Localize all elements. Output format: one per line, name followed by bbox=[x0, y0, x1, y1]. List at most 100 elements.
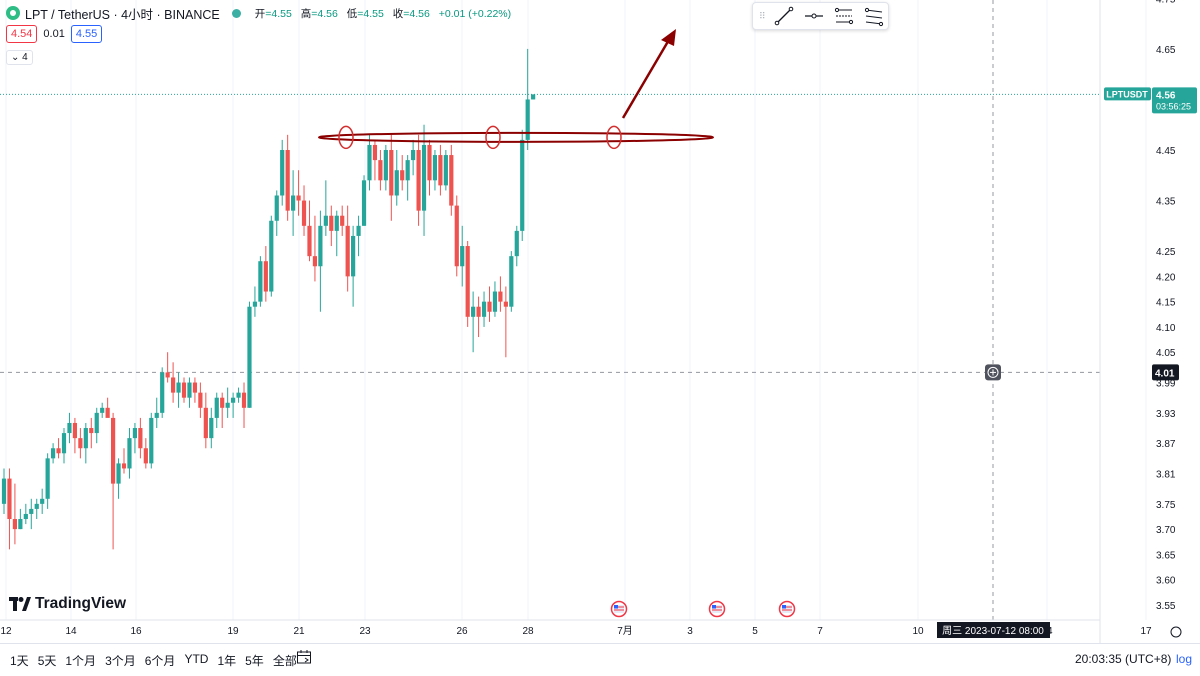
candle-body bbox=[203, 407, 208, 439]
candle-body bbox=[438, 155, 443, 186]
candle-body bbox=[12, 519, 18, 530]
candle-body bbox=[498, 291, 503, 302]
price-tick-label: 4.10 bbox=[1156, 323, 1176, 334]
time-tick-label: 3 bbox=[687, 626, 693, 637]
candle-body bbox=[356, 225, 361, 236]
candle-body bbox=[34, 503, 39, 509]
tradingview-logo-icon bbox=[9, 597, 31, 611]
clock-timezone[interactable]: 20:03:35 (UTC+8) bbox=[1075, 652, 1172, 666]
candle-body bbox=[514, 230, 519, 257]
time-axis: 12141619212326287月357101417周三 2023-07-12… bbox=[0, 622, 1182, 638]
price-tick-label: 4.65 bbox=[1156, 45, 1176, 56]
parallel-channel-icon[interactable] bbox=[833, 5, 855, 27]
time-tick-label: 17 bbox=[1140, 626, 1152, 637]
price-tick-label: 4.35 bbox=[1156, 197, 1176, 208]
candle-body bbox=[225, 402, 230, 408]
candle-body bbox=[280, 150, 285, 196]
candle-body bbox=[214, 397, 219, 418]
spread-value: 0.01 bbox=[43, 28, 65, 40]
candle-body bbox=[61, 433, 67, 454]
symbol-title[interactable]: LPT / TetherUS · 4小时 · BINANCE bbox=[25, 7, 220, 22]
timeframe-button[interactable]: YTD bbox=[184, 652, 209, 666]
candle-body bbox=[263, 261, 268, 292]
candle-body bbox=[492, 291, 498, 312]
candle-body bbox=[509, 256, 514, 307]
candle-body bbox=[525, 99, 530, 140]
candle-body bbox=[394, 170, 399, 196]
timeframe-button[interactable]: 全部 bbox=[272, 654, 297, 668]
timeframe-button[interactable]: 1天 bbox=[10, 654, 29, 668]
buy-price-button[interactable]: 4.55 bbox=[70, 25, 103, 43]
coin-logo-icon bbox=[6, 6, 20, 20]
touch-point-circle bbox=[338, 125, 354, 150]
candle-body bbox=[143, 448, 148, 464]
candle-body bbox=[160, 372, 165, 413]
indicators-toggle[interactable]: ⌄ 4 bbox=[6, 50, 33, 65]
candle-body bbox=[389, 150, 394, 196]
timeframe-button[interactable]: 5年 bbox=[245, 654, 264, 668]
drag-handle-icon[interactable]: ⠿ bbox=[759, 11, 766, 21]
candle-body bbox=[105, 407, 110, 418]
resistance-ellipse bbox=[318, 131, 714, 143]
candle-body bbox=[187, 382, 192, 398]
candle-body bbox=[231, 397, 236, 403]
candle-body bbox=[111, 417, 116, 484]
candle-body bbox=[72, 422, 78, 439]
ohlc-values: 开=4.55 高=4.56 低=4.55 收=4.56 +0.01 (+0.22… bbox=[254, 7, 512, 20]
timeframe-button[interactable]: 5天 bbox=[37, 654, 57, 668]
timeframe-button[interactable]: 1个月 bbox=[65, 654, 97, 668]
candle-body bbox=[449, 155, 454, 206]
candles bbox=[1, 48, 536, 550]
price-axis: 4.754.654.554.454.354.254.204.154.104.05… bbox=[1104, 0, 1197, 612]
candle-body bbox=[487, 301, 492, 312]
price-tick-label: 3.93 bbox=[1156, 409, 1176, 420]
sell-price-button[interactable]: 4.54 bbox=[6, 25, 38, 43]
candle-body bbox=[400, 170, 405, 181]
log-scale-button[interactable]: log bbox=[1176, 652, 1193, 666]
flag-canton bbox=[614, 605, 618, 609]
time-tick-label: 16 bbox=[130, 626, 142, 637]
candle-body bbox=[154, 412, 159, 418]
crosshair-price-label: 4.01 bbox=[1155, 368, 1175, 379]
tradingview-logo[interactable]: TradingView bbox=[9, 595, 126, 613]
price-tick-label: 3.81 bbox=[1156, 470, 1176, 481]
price-tick-label: 4.20 bbox=[1156, 272, 1176, 283]
last-price-bg bbox=[1152, 87, 1197, 114]
candle-body bbox=[165, 372, 170, 378]
timeframe-button[interactable]: 3个月 bbox=[105, 654, 136, 668]
candle-body bbox=[481, 301, 487, 317]
trend-line-icon[interactable] bbox=[773, 5, 795, 27]
plus-circle-icon bbox=[987, 366, 999, 378]
candle-body bbox=[432, 155, 438, 181]
price-tick-label: 4.05 bbox=[1156, 348, 1176, 359]
candle-body bbox=[56, 448, 61, 454]
timeframe-button[interactable]: 6个月 bbox=[144, 654, 176, 668]
candle-body bbox=[83, 428, 88, 449]
horizontal-ray-icon[interactable] bbox=[803, 5, 825, 27]
candle-body bbox=[421, 144, 427, 211]
price-tick-label: 3.75 bbox=[1156, 500, 1176, 511]
candle-body bbox=[18, 519, 23, 530]
candle-body bbox=[383, 150, 388, 181]
drawing-toolbar: ⠿ bbox=[752, 2, 889, 30]
regression-channel-icon[interactable] bbox=[863, 5, 885, 27]
candle-body bbox=[198, 392, 203, 408]
price-tick-label: 3.60 bbox=[1156, 576, 1176, 587]
candle-body bbox=[340, 215, 345, 226]
symbol-header: LPT / TetherUS · 4小时 · BINANCE 开=4.55 高=… bbox=[6, 4, 517, 22]
calendar-goto-icon[interactable] bbox=[296, 649, 312, 665]
flag-field bbox=[782, 605, 792, 613]
price-tick-label: 3.65 bbox=[1156, 550, 1176, 561]
time-tick-label: 7月 bbox=[617, 625, 633, 637]
resistance-annotation bbox=[318, 29, 714, 150]
price-chart[interactable]: 4.75 4.65 4.55 4.45 4.35 4.25 4.20 4.15 4.10 4.05… bbox=[0, 0, 1200, 643]
time-tick-label: 26 bbox=[456, 626, 468, 637]
candle-body bbox=[1, 478, 7, 504]
candle-body bbox=[307, 225, 312, 257]
candle-body bbox=[285, 150, 290, 211]
breakout-arrow-line bbox=[621, 37, 672, 119]
timeframe-button[interactable]: 1年 bbox=[217, 654, 237, 668]
time-tick-label: 14 bbox=[65, 626, 77, 637]
market-status-icon bbox=[231, 8, 241, 18]
timeframe-buttons: 1天 5天 1个月 3个月 6个月 YTD 1年 5年 全部 bbox=[10, 652, 306, 669]
